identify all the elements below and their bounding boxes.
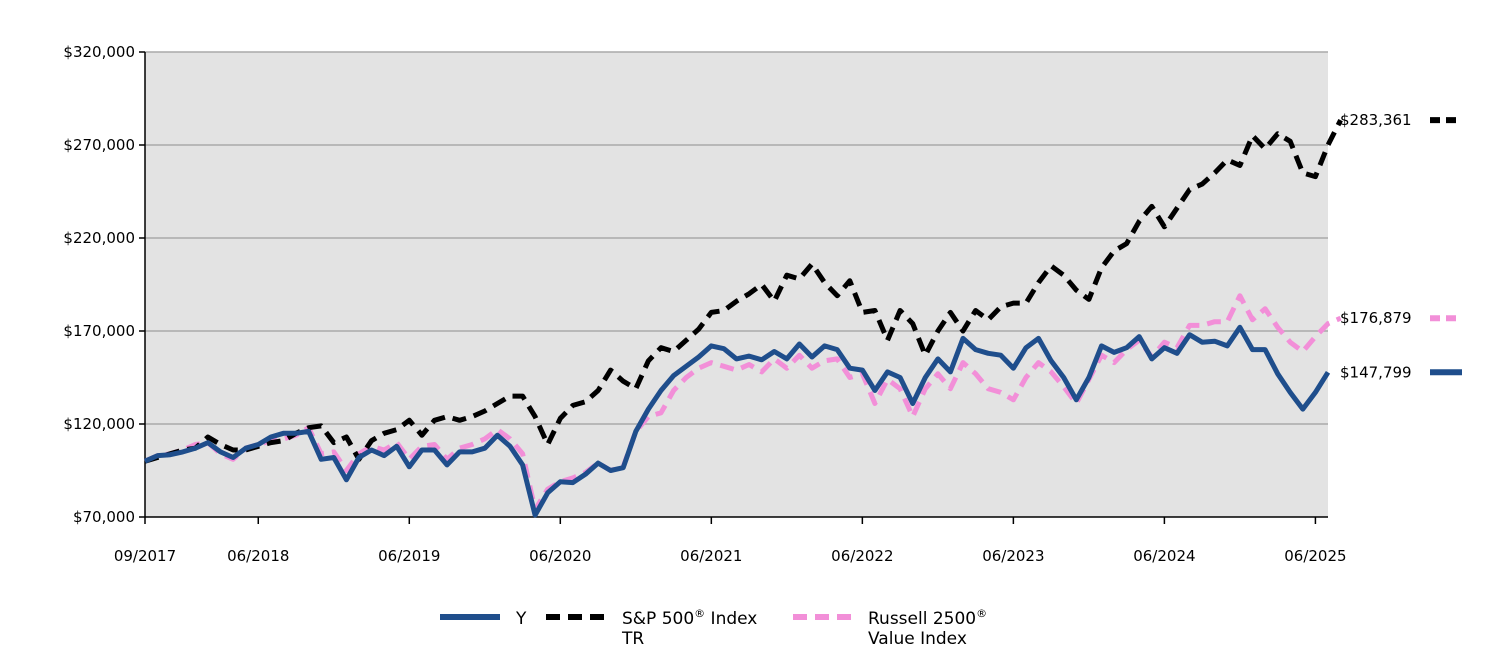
series-line-s-p-500-index-tr	[144, 118, 1343, 464]
y-tick-label: $320,000	[63, 43, 135, 61]
x-tick-label: 06/2022	[831, 547, 893, 565]
legend-label-russell: Russell 2500® Value Index	[868, 602, 993, 649]
y-tick-label: $120,000	[63, 415, 135, 433]
end-label-s-p-500-index-tr: $283,361	[1340, 111, 1412, 129]
gridlines	[145, 51, 1328, 425]
x-tick-label: 09/2017	[114, 547, 176, 565]
plot-area	[145, 52, 1328, 517]
y-axis-ticks: $70,000 $120,000 $170,000 $220,000 $270,000 $…	[63, 43, 145, 526]
series-lines	[143, 118, 1343, 518]
y-tick-label: $220,000	[63, 229, 135, 247]
legend-label-y: Y	[515, 609, 527, 629]
y-tick-label: $170,000	[63, 322, 135, 340]
x-tick-label: 06/2025	[1284, 547, 1346, 565]
series-line-russell-2500-value-index	[143, 293, 1342, 513]
legend: Y S&P 500® Index TR Russell 2500® Value …	[440, 602, 993, 649]
series-line-y	[143, 324, 1331, 518]
x-tick-label: 06/2019	[378, 547, 440, 565]
y-tick-label: $270,000	[63, 136, 135, 154]
x-axis-ticks: 09/2017 06/2018 06/2019 06/2020 06/2021 06/20…	[114, 517, 1347, 565]
end-labels: $147,799 $283,361 $176,879	[1340, 111, 1462, 381]
y-tick-label: $70,000	[73, 508, 135, 526]
legend-label-sp500: S&P 500® Index TR	[621, 607, 763, 649]
x-tick-label: 06/2021	[680, 547, 742, 565]
end-label-y: $147,799	[1340, 363, 1412, 381]
end-label-russell-2500-value-index: $176,879	[1340, 309, 1412, 327]
x-tick-label: 06/2023	[982, 547, 1044, 565]
x-tick-label: 06/2018	[227, 547, 289, 565]
x-tick-label: 06/2020	[529, 547, 591, 565]
x-tick-label: 06/2024	[1133, 547, 1195, 565]
